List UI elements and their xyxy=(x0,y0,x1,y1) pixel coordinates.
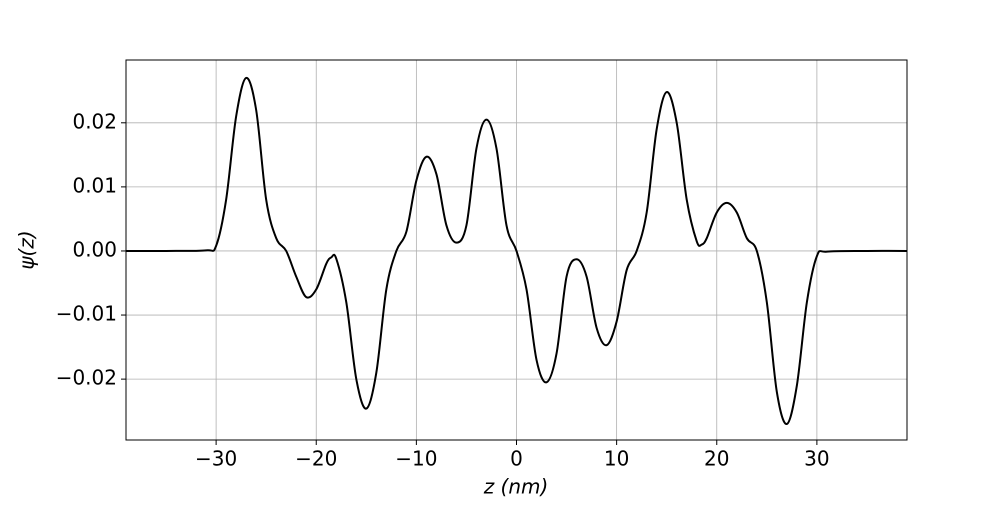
plot-frame xyxy=(125,59,908,441)
y-tick-label: −0.02 xyxy=(56,366,117,390)
x-tick-label: −20 xyxy=(295,447,337,471)
y-tick-label: −0.01 xyxy=(56,302,117,326)
x-tick-label: 10 xyxy=(604,447,629,471)
y-axis-label: ψ(z) xyxy=(15,230,39,269)
y-tick-label: 0.01 xyxy=(72,173,117,197)
y-tick-label: 0.00 xyxy=(72,237,117,261)
x-tick-label: −30 xyxy=(195,447,237,471)
x-axis-label: z (nm) xyxy=(483,475,549,499)
x-tick-label: 0 xyxy=(510,447,523,471)
x-tick-label: 20 xyxy=(704,447,729,471)
x-tick-label: 30 xyxy=(804,447,829,471)
y-tick-label: 0.02 xyxy=(72,109,117,133)
x-tick-label: −10 xyxy=(395,447,437,471)
data-line xyxy=(125,76,908,425)
